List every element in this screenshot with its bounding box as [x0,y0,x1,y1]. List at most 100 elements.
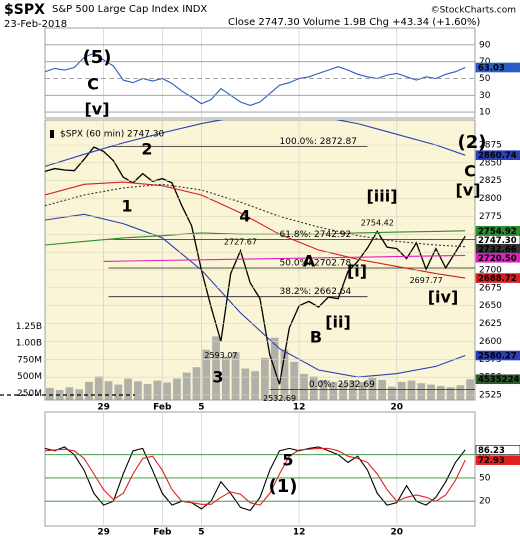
date: 23-Feb-2018 [4,19,67,30]
volume-bar [46,387,54,400]
ticker: $SPX [4,2,45,18]
volume-tick-label: 750M [17,355,42,365]
volume-bar [212,336,220,400]
fib-label: 50.0%: 2702.78 [280,259,352,269]
volume-bar [173,378,181,400]
y-tick-label: 70 [479,57,491,67]
wave-label: 1 [121,197,132,216]
y-tick-label: 10 [479,108,491,118]
fib-label: 61.8%: 2742.92 [280,230,352,240]
volume-bar [261,357,269,400]
volume-bar [388,386,396,400]
credit: ©StockCharts.com [431,6,516,16]
value-box [475,150,520,160]
volume-bar [309,376,318,400]
y-tick-label: 2800 [479,194,502,204]
summary: Close 2747.30 Volume 1.9B Chg +43.34 (+1… [228,17,480,28]
price-label: 2727.67 [224,238,257,247]
volume-bar [446,387,455,400]
y-tick-label: 2675 [479,283,502,293]
wave-label: (1) [269,476,298,497]
volume-bar [329,381,338,400]
y-tick-label: 2825 [479,176,502,186]
x-tick-label: Feb [153,403,172,413]
fib-label: 38.2%: 2662.64 [280,287,352,297]
value-box-label: 86.23 [478,446,505,456]
value-box [475,273,520,283]
wave-label: (5) [83,47,112,68]
panel-background [44,27,476,119]
y-tick-label: 2600 [479,337,502,347]
value-box-label: 2747.30 [478,236,517,246]
volume-bar [407,380,416,400]
value-box-label: 63.03 [478,64,505,74]
volume-bar [300,373,308,400]
volume-bar [427,384,435,400]
legend-icon [50,130,54,138]
value-box [475,350,520,361]
wave-label: [v] [455,181,480,200]
volume-bar [251,371,259,400]
y-tick-label: 30 [479,91,491,101]
volume-bar [182,372,191,400]
x-tick-label: 5 [198,403,204,413]
value-box [475,374,520,385]
x-tick-label: 29 [97,528,110,538]
plot-area [45,52,466,106]
y-tick-label: 2650 [479,301,502,311]
x-tick-label: 20 [391,403,404,413]
y-tick-label: 2775 [479,212,502,222]
wave-label: C [464,162,476,181]
wave-label: [v] [84,100,109,119]
volume-bar [397,381,406,400]
wave-label: [i] [347,262,367,281]
volume-bar [378,379,387,400]
value-box-label: 2720.50 [478,254,517,264]
x-tick-label: Feb [153,528,172,538]
volume-bar [319,379,328,400]
price-label: 2754.42 [361,219,394,228]
volume-bar [417,383,426,400]
x-tick-label: 29 [97,403,110,413]
series-line [103,254,466,262]
volume-bar [339,383,347,400]
y-tick-label: 2625 [479,319,502,329]
x-tick-label: 20 [391,528,404,538]
index-name: S&P 500 Large Cap Index INDX [52,4,207,15]
series-line [45,52,466,106]
value-box [475,62,520,73]
wave-label: C [87,75,99,94]
wave-label: B [310,328,322,347]
volume-bar [104,381,113,400]
x-tick-label: 5 [198,528,204,538]
volume-bar [358,381,367,400]
value-box [475,445,520,455]
wave-label: [iv] [428,288,459,307]
panel-background [44,411,476,527]
y-tick-label: 2850 [479,158,502,168]
plot-area [45,446,466,512]
wave-label: [ii] [325,313,351,332]
volume-bar [133,381,142,400]
y-tick-label: 2525 [479,391,502,401]
price-label: 2532.69 [263,394,296,403]
y-tick-label: 80 [479,450,491,460]
volume-bar [114,384,123,400]
series-line [45,146,466,385]
value-box-label: 2754.92 [478,227,517,237]
wave-label: 3 [212,368,223,387]
volume-bar [124,378,132,400]
volume-tick-label: 1.00B [16,339,42,349]
wave-label: (2) [458,132,487,153]
value-box [475,252,520,263]
plot-area [45,120,475,400]
y-tick-label: 2875 [479,141,502,151]
volume-bar [202,349,211,400]
y-tick-label: 50 [479,74,491,84]
volume-bar [94,376,103,400]
volume-bar [456,385,465,400]
fib-label: 0.0%: 2532.69 [309,380,375,390]
volume-bar [153,380,162,400]
volume-bar [221,356,230,400]
volume-bar [290,361,299,400]
